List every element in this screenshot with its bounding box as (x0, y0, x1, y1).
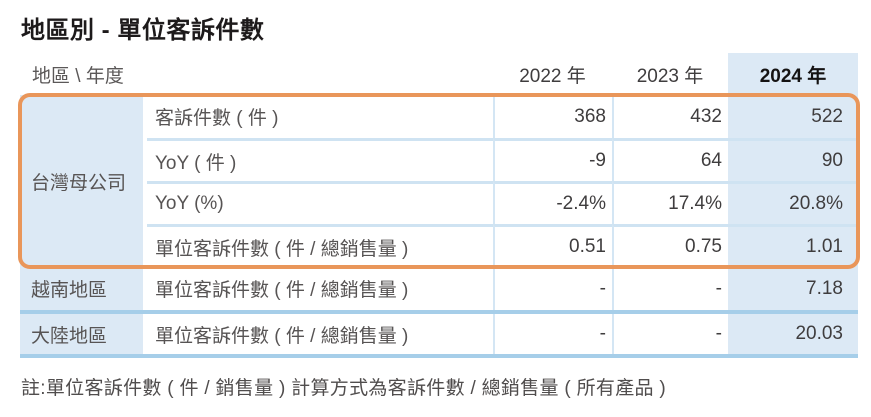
value-cell-2022: -9 (493, 138, 612, 181)
table-header-row: 地區 \ 年度 2022 年 2023 年 2024 年 (20, 53, 858, 95)
year-header-2022: 2022 年 (519, 65, 586, 87)
value-cell-2023: 0.75 (612, 224, 728, 267)
value-cell-2023: - (612, 314, 728, 354)
mainland-row: 大陸地區 單位客訴件數 ( 件 / 總銷售量 ) - - 20.03 (20, 314, 858, 354)
corner-label: 地區 \ 年度 (32, 65, 124, 87)
metric-cell: 單位客訴件數 ( 件 / 總銷售量 ) (155, 280, 409, 301)
value-cell-2024: 20.03 (728, 314, 858, 354)
region-cell-taiwan: 台灣母公司 (20, 95, 147, 267)
metric-cell: 單位客訴件數 ( 件 / 總銷售量 ) (147, 224, 493, 267)
region-cell-vietnam: 越南地區 (20, 267, 147, 310)
region-cell-mainland: 大陸地區 (20, 314, 147, 354)
value-cell-2024: 7.18 (728, 267, 858, 310)
metric-cell: 單位客訴件數 ( 件 / 總銷售量 ) (155, 325, 409, 347)
value-cell-2023: - (612, 267, 728, 310)
value-cell-2023: 432 (612, 95, 728, 138)
value-cell-2022: - (493, 267, 612, 310)
value-cell-2023: 17.4% (612, 181, 728, 224)
value-cell-2024: 20.8% (728, 181, 858, 224)
vietnam-row: 越南地區 單位客訴件數 ( 件 / 總銷售量 ) - - 7.18 (20, 267, 858, 310)
footnote: 註:單位客訴件數 ( 件 / 銷售量 ) 計算方式為客訴件數 / 總銷售量 ( … (21, 378, 667, 399)
metric-cell: 客訴件數 ( 件 ) (155, 108, 279, 129)
value-cell-2022: - (493, 314, 612, 354)
value-cell-2023: 64 (612, 138, 728, 181)
taiwan-group: 台灣母公司 客訴件數 ( 件 ) 368 432 522 YoY ( 件 ) -… (18, 93, 860, 269)
metric-cell: YoY ( 件 ) (147, 138, 493, 181)
value-cell-2024: 90 (728, 138, 858, 181)
page-title: 地區別 - 單位客訴件數 (21, 17, 265, 44)
value-cell-2022: 0.51 (493, 224, 612, 267)
complaints-table: 地區 \ 年度 2022 年 2023 年 2024 年 台灣母公司 客訴件數 … (18, 53, 860, 358)
value-cell-2024: 522 (728, 95, 858, 138)
year-header-2024: 2024 年 (728, 53, 858, 95)
metric-cell: YoY (%) (147, 181, 493, 224)
year-header-2023: 2023 年 (636, 65, 704, 87)
value-cell-2024: 1.01 (728, 224, 858, 267)
value-cell-2022: 368 (493, 95, 612, 138)
value-cell-2022: -2.4% (493, 181, 612, 224)
row-divider (20, 354, 858, 358)
row-divider (20, 310, 858, 314)
